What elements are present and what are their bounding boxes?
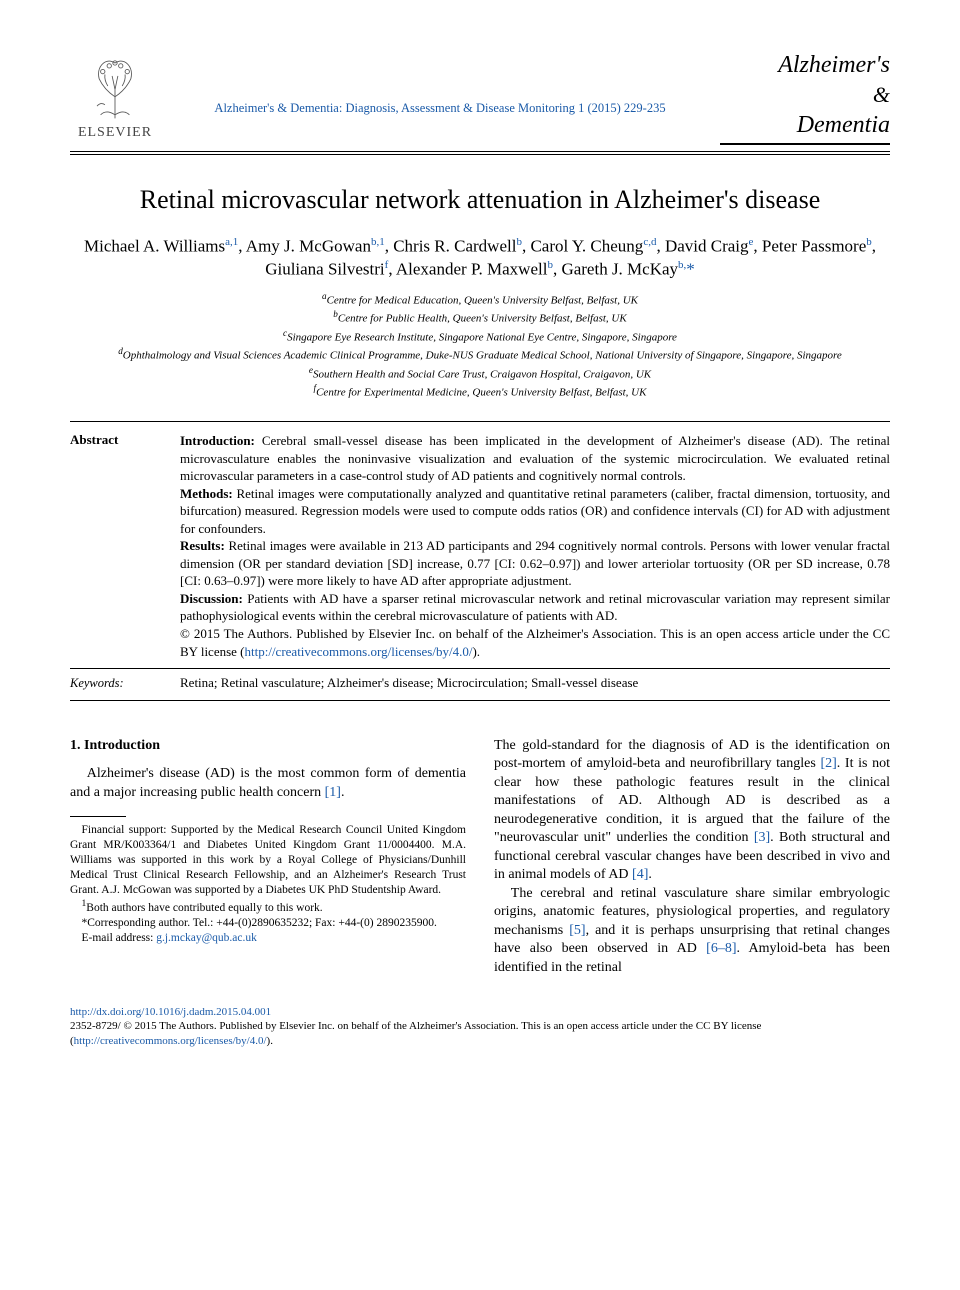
- affiliations: aCentre for Medical Education, Queen's U…: [70, 290, 890, 401]
- intro-para-2: The cerebral and retinal vasculature sha…: [494, 885, 890, 977]
- publisher-logo: ELSEVIER: [70, 50, 160, 142]
- keywords-block: Keywords: Retina; Retinal vasculature; A…: [70, 669, 890, 700]
- header-rule-thin: [70, 154, 890, 155]
- journal-logo-amp: &: [873, 82, 890, 107]
- journal-reference: Alzheimer's & Dementia: Diagnosis, Asses…: [160, 50, 720, 116]
- abstract-methods-label: Methods:: [180, 486, 233, 501]
- abstract-discussion-label: Discussion:: [180, 591, 243, 606]
- journal-logo-line1: Alzheimer's: [720, 50, 890, 81]
- abstract-intro-label: Introduction:: [180, 433, 255, 448]
- page-footer: http://dx.doi.org/10.1016/j.dadm.2015.04…: [70, 1005, 890, 1048]
- footnote-funding: Financial support: Supported by the Medi…: [70, 823, 466, 898]
- intro-para-1: Alzheimer's disease (AD) is the most com…: [70, 765, 466, 802]
- license-link[interactable]: http://creativecommons.org/licenses/by/4…: [245, 644, 473, 659]
- ref-4[interactable]: [4]: [632, 867, 648, 882]
- page-header: ELSEVIER Alzheimer's & Dementia: Diagnos…: [70, 50, 890, 145]
- ref-6-8[interactable]: [6–8]: [706, 941, 736, 956]
- ref-1[interactable]: [1]: [325, 785, 341, 800]
- article-title: Retinal microvascular network attenuatio…: [70, 183, 890, 217]
- column-right: The gold-standard for the diagnosis of A…: [494, 737, 890, 977]
- abstract-results-text: Retinal images were available in 213 AD …: [180, 538, 890, 588]
- section-heading-1: 1. Introduction: [70, 737, 466, 755]
- journal-logo-line2: Dementia: [720, 110, 890, 141]
- footnote-rule: [70, 816, 126, 817]
- header-rule-thick: [70, 151, 890, 152]
- intro-para-1-cont: The gold-standard for the diagnosis of A…: [494, 737, 890, 885]
- body-columns: 1. Introduction Alzheimer's disease (AD)…: [70, 737, 890, 977]
- keywords-label: Keywords:: [70, 675, 180, 692]
- footnote-equal: 1Both authors have contributed equally t…: [70, 898, 466, 916]
- journal-logo: Alzheimer's & Dementia: [720, 50, 890, 145]
- keywords-text: Retina; Retinal vasculature; Alzheimer's…: [180, 675, 638, 692]
- abstract-results-label: Results:: [180, 538, 225, 553]
- author-list: Michael A. Williamsa,1, Amy J. McGowanb,…: [70, 235, 890, 282]
- email-link[interactable]: g.j.mckay@qub.ac.uk: [156, 932, 257, 944]
- ref-3[interactable]: [3]: [754, 830, 770, 845]
- abstract-discussion-text: Patients with AD have a sparser retinal …: [180, 591, 890, 624]
- publisher-name: ELSEVIER: [78, 124, 152, 142]
- doi-link[interactable]: http://dx.doi.org/10.1016/j.dadm.2015.04…: [70, 1006, 271, 1018]
- abstract-label: Abstract: [70, 432, 180, 660]
- ref-5[interactable]: [5]: [569, 923, 585, 938]
- footnote-corresponding: *Corresponding author. Tel.: +44-(0)2890…: [70, 916, 466, 931]
- abstract-copyright-close: ).: [472, 644, 480, 659]
- ref-2[interactable]: [2]: [820, 756, 836, 771]
- abstract-methods-text: Retinal images were computationally anal…: [180, 486, 890, 536]
- elsevier-tree-icon: [79, 50, 151, 122]
- column-left: 1. Introduction Alzheimer's disease (AD)…: [70, 737, 466, 977]
- abstract-block: Abstract Introduction: Cerebral small-ve…: [70, 422, 890, 668]
- abstract-intro-text: Cerebral small-vessel disease has been i…: [180, 433, 890, 483]
- footnotes: Financial support: Supported by the Medi…: [70, 823, 466, 945]
- abstract-rule-bottom: [70, 700, 890, 701]
- footer-license-link[interactable]: http://creativecommons.org/licenses/by/4…: [74, 1035, 267, 1047]
- abstract-body: Introduction: Cerebral small-vessel dise…: [180, 432, 890, 660]
- footnote-email: E-mail address: g.j.mckay@qub.ac.uk: [70, 931, 466, 946]
